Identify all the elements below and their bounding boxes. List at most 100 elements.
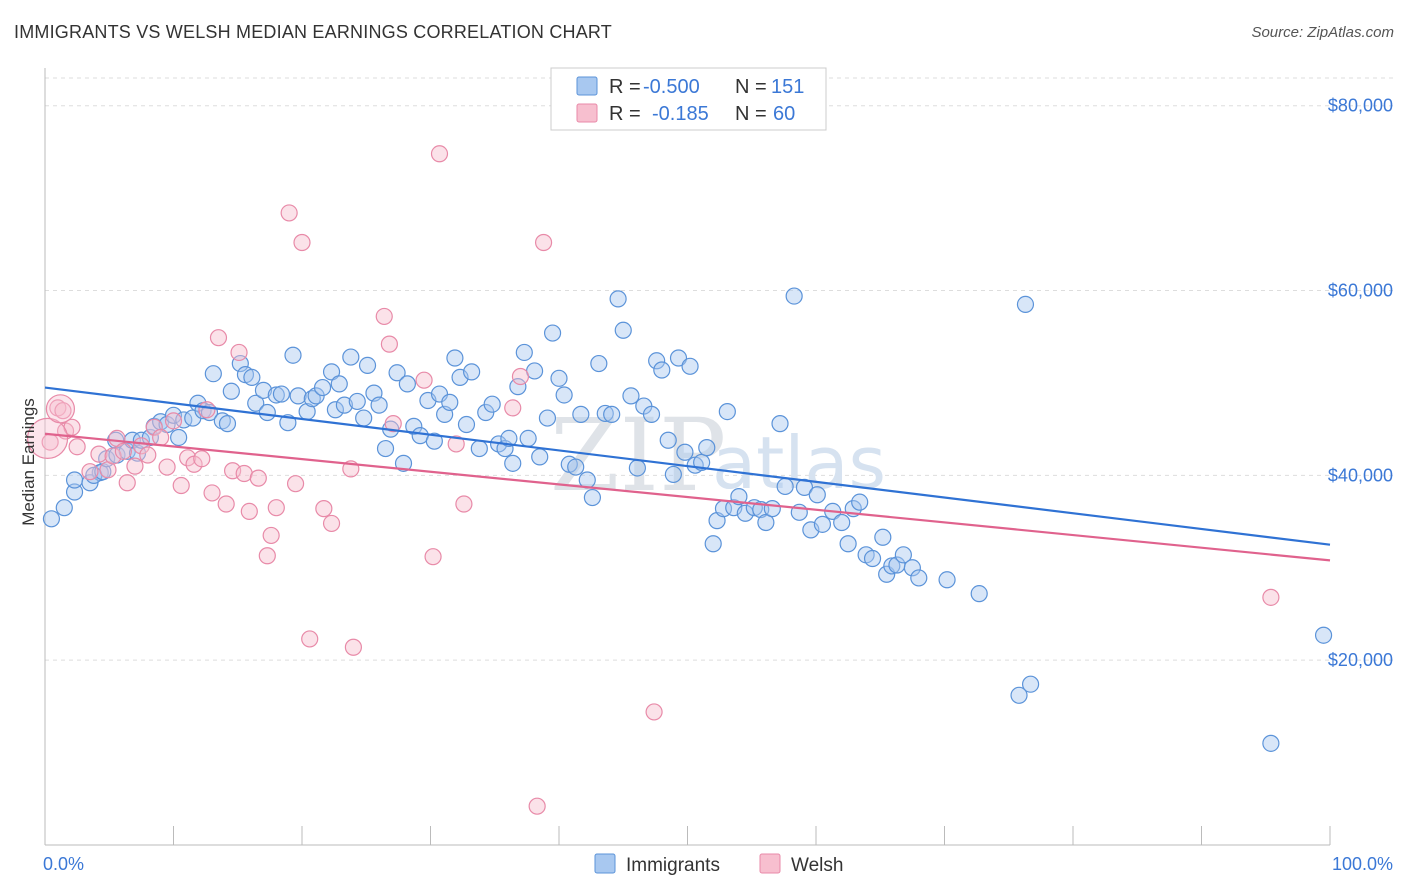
welsh-point	[54, 402, 72, 420]
immigrants-point	[483, 395, 501, 413]
welsh-point	[240, 502, 258, 521]
immigrants-point	[550, 369, 568, 387]
immigrants-point	[267, 386, 285, 404]
welsh-point	[172, 476, 190, 495]
immigrants-point	[1021, 675, 1040, 693]
immigrants-point	[681, 357, 699, 375]
welsh-point	[293, 233, 311, 252]
welsh-point	[45, 394, 76, 424]
x-tick-max: 100.0%	[1332, 854, 1393, 874]
immigrants-point	[874, 528, 892, 546]
immigrants-point	[730, 488, 748, 506]
immigrants-point	[808, 486, 826, 504]
immigrants-point	[813, 515, 832, 533]
immigrants-point	[289, 387, 307, 405]
immigrants-point	[938, 571, 956, 589]
immigrants-point	[583, 488, 602, 507]
legend-n-label-immigrants: N =	[735, 76, 767, 98]
welsh-point	[152, 428, 170, 447]
trendlines	[44, 386, 1331, 562]
x-tick-min: 0.0%	[43, 854, 84, 874]
immigrants-point	[355, 409, 373, 427]
welsh-point	[81, 463, 99, 481]
immigrants-point	[851, 493, 869, 511]
welsh-point	[301, 630, 319, 648]
immigrants-point	[642, 405, 661, 423]
bottom-legend: Immigrants Welsh	[594, 853, 843, 876]
bottom-legend-welsh: Welsh	[791, 855, 843, 876]
immigrants-point	[669, 349, 688, 367]
immigrants-point	[342, 348, 360, 366]
immigrants-point	[833, 513, 851, 532]
immigrants-point	[55, 499, 73, 517]
legend-r-value-welsh: -0.185	[652, 103, 709, 125]
bottom-legend-swatch-immigrants	[594, 853, 616, 874]
welsh-point	[179, 449, 197, 467]
welsh-point	[104, 447, 122, 465]
immigrants-point	[348, 392, 366, 411]
welsh-point	[145, 418, 163, 436]
welsh-point	[322, 514, 341, 533]
immigrants-point	[1010, 686, 1028, 704]
immigrants-point	[313, 378, 332, 397]
welsh-point	[217, 495, 235, 513]
immigrants-point	[272, 385, 291, 403]
immigrants-point	[515, 343, 533, 362]
welsh-point	[447, 435, 465, 453]
welsh-point	[375, 307, 393, 326]
immigrants-trendline	[44, 386, 1331, 546]
immigrants-point	[757, 513, 775, 532]
immigrants-point	[204, 365, 222, 383]
immigrants-point	[425, 432, 443, 450]
immigrants-point	[218, 415, 237, 433]
immigrants-point	[1314, 626, 1333, 644]
welsh-point	[1262, 588, 1280, 606]
immigrants-point	[718, 402, 736, 421]
immigrants-point	[284, 346, 302, 364]
legend-n-value-welsh: 60	[773, 103, 795, 125]
immigrants-point	[42, 510, 61, 528]
immigrants-point	[894, 546, 912, 564]
bottom-legend-swatch-welsh	[759, 853, 781, 874]
immigrants-point	[358, 356, 377, 374]
welsh-point	[158, 458, 176, 476]
immigrants-point	[839, 535, 857, 553]
immigrants-point	[330, 375, 348, 393]
immigrants-point	[653, 361, 671, 379]
welsh-point	[267, 499, 285, 517]
watermark-atlas: atlas	[712, 421, 886, 505]
immigrants-point	[254, 381, 273, 399]
y-tick-label: $20,000	[1328, 650, 1393, 670]
immigrants-point	[785, 287, 803, 305]
immigrants-point	[614, 321, 632, 339]
welsh-point	[49, 399, 67, 417]
immigrants-point	[659, 431, 677, 449]
immigrants-point	[463, 363, 481, 381]
welsh-point	[262, 526, 280, 545]
welsh-point	[249, 469, 267, 487]
immigrants-point	[776, 477, 794, 496]
legend-n-value-immigrants: 151	[771, 76, 804, 98]
immigrants-point	[258, 403, 276, 422]
welsh-point	[504, 399, 522, 417]
y-tick-label: $40,000	[1328, 465, 1393, 485]
immigrants-point	[771, 415, 789, 433]
welsh-point	[286, 475, 305, 493]
immigrants-point	[322, 363, 341, 381]
legend-swatch-welsh	[576, 103, 598, 123]
welsh-point	[26, 417, 69, 459]
y-tick-label: $60,000	[1328, 281, 1393, 301]
welsh-point	[455, 495, 473, 513]
welsh-point	[528, 797, 546, 815]
y-axis-label: Median Earnings	[19, 398, 38, 526]
welsh-trendline	[44, 432, 1331, 562]
welsh-point	[430, 145, 449, 163]
immigrants-point	[213, 412, 231, 430]
legend-swatch-immigrants	[576, 76, 598, 96]
immigrants-point	[531, 448, 549, 466]
immigrants-point	[567, 458, 585, 476]
immigrants-point	[596, 404, 614, 423]
welsh-point	[315, 500, 333, 518]
legend-r-label-welsh: R =	[609, 103, 641, 125]
welsh-point	[118, 474, 136, 492]
